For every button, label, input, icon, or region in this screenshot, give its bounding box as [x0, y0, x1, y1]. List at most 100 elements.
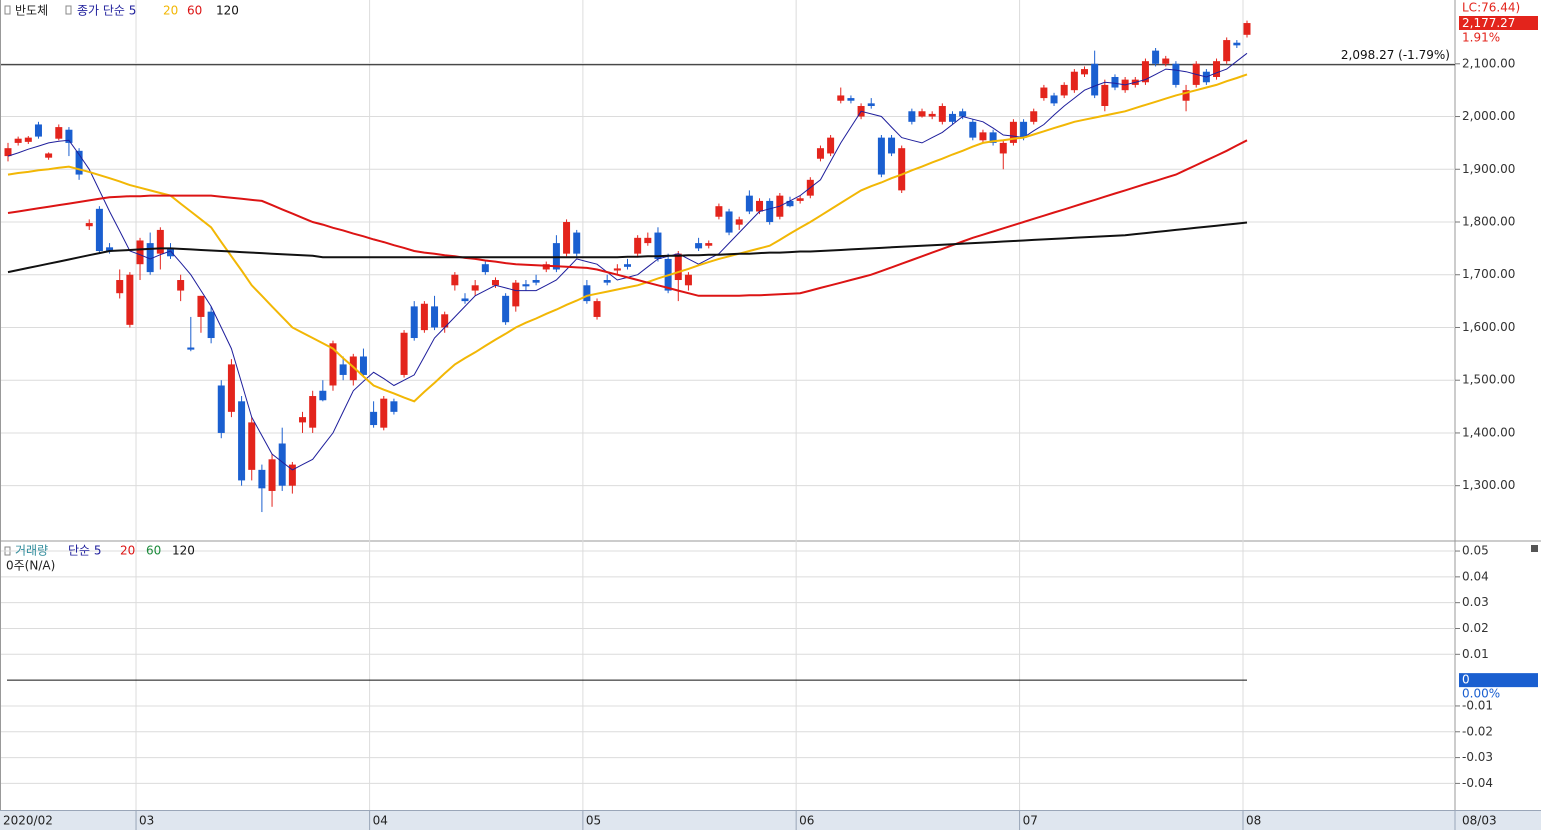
x-end-label: 08/03	[1462, 814, 1497, 828]
candle-body	[431, 306, 439, 328]
candle-body	[1070, 71, 1078, 91]
candle-body	[613, 268, 621, 271]
candle-body	[979, 132, 987, 141]
lc-label: LC:76.44)	[1462, 1, 1520, 15]
candle-body	[1030, 111, 1038, 122]
candle-body	[441, 314, 449, 328]
candle-body	[75, 150, 83, 175]
candle-body	[85, 223, 93, 227]
candle-body	[1091, 63, 1099, 96]
candle-body	[1141, 61, 1149, 83]
pane-icon	[65, 5, 72, 15]
x-tick-label: 04	[373, 814, 388, 828]
candle-body	[634, 237, 642, 254]
candle-body	[989, 132, 997, 143]
candle-body	[1009, 121, 1017, 143]
zero-percent-label: 0.00%	[1462, 687, 1500, 701]
candle-body	[1233, 42, 1241, 46]
last-price-label: 2,177.27	[1462, 16, 1515, 30]
candle-body	[95, 208, 103, 252]
y-tick-label: 1,300.00	[1462, 478, 1515, 492]
candle-body	[918, 111, 926, 117]
candle-body	[735, 219, 743, 225]
candle-body	[268, 459, 276, 491]
candle-body	[4, 148, 12, 157]
y-tick-label: 1,500.00	[1462, 373, 1515, 387]
legend-entry: 단순 5	[68, 544, 102, 558]
candle-body	[400, 332, 408, 375]
y-tick-label: -0.04	[1462, 776, 1493, 790]
zero-box	[1459, 673, 1538, 688]
candle-body	[542, 264, 550, 270]
candle-body	[14, 138, 22, 143]
x-tick-label: 05	[586, 814, 601, 828]
pane-button[interactable]	[1531, 545, 1538, 552]
candle-body	[380, 398, 388, 428]
candle-body	[1111, 76, 1119, 88]
candle-body	[1020, 121, 1028, 138]
candle-body	[471, 285, 479, 291]
candle-body	[34, 124, 42, 137]
reference-label: 2,098.27 (-1.79%)	[1341, 48, 1450, 62]
x-tick-label: 03	[139, 814, 154, 828]
y-tick-label: 1,900.00	[1462, 162, 1515, 176]
candle-body	[126, 274, 134, 325]
moving-average-line	[7, 139, 1248, 297]
chart-title: 거래량	[15, 544, 48, 558]
y-tick-label: 2,100.00	[1462, 56, 1515, 70]
candle-body	[766, 200, 774, 223]
candle-body	[227, 364, 235, 412]
candle-body	[299, 417, 307, 423]
candle-body	[552, 243, 560, 270]
candle-body	[55, 127, 63, 139]
legend-entry: 60	[187, 4, 202, 18]
candle-body	[583, 285, 591, 302]
candle-body	[187, 347, 195, 350]
candle-body	[563, 222, 571, 254]
candle-body	[1223, 40, 1231, 62]
candle-body	[837, 95, 845, 101]
candle-body	[745, 195, 753, 212]
candle-body	[1040, 87, 1048, 99]
x-tick-label: 2020/02	[3, 814, 53, 828]
candle-body	[827, 137, 835, 154]
y-tick-label: 0.03	[1462, 595, 1489, 609]
candle-body	[948, 113, 956, 122]
last-change-label: 1.91%	[1462, 31, 1500, 45]
candle-body	[65, 129, 73, 143]
candle-body	[888, 137, 896, 154]
candle-body	[1152, 50, 1160, 64]
candle-body	[1243, 23, 1251, 35]
y-tick-label: 1,700.00	[1462, 267, 1515, 281]
candle-body	[451, 274, 459, 286]
candle-body	[248, 422, 256, 470]
candle-body	[177, 280, 185, 291]
candle-body	[1172, 63, 1180, 85]
candle-body	[1213, 61, 1221, 77]
candle-body	[512, 282, 520, 307]
candle-body	[654, 232, 662, 259]
candle-body	[908, 111, 916, 122]
candle-body	[969, 121, 977, 138]
candle-body	[959, 111, 967, 117]
candle-body	[644, 237, 652, 244]
candle-body	[288, 464, 296, 486]
candle-body	[796, 198, 804, 201]
candle-body	[1081, 69, 1089, 75]
candle-body	[370, 411, 378, 426]
candle-body	[674, 253, 682, 281]
candle-body	[481, 264, 489, 273]
candle-body	[156, 229, 164, 254]
candle-body	[532, 280, 540, 283]
candle-body	[24, 137, 32, 142]
candle-body	[847, 98, 855, 101]
candle-body	[1050, 95, 1058, 104]
x-tick-label: 08	[1246, 814, 1261, 828]
y-tick-label: 0.02	[1462, 621, 1489, 635]
candle-body	[756, 200, 764, 212]
y-tick-label: 0.01	[1462, 647, 1489, 661]
candle-body	[786, 200, 794, 207]
